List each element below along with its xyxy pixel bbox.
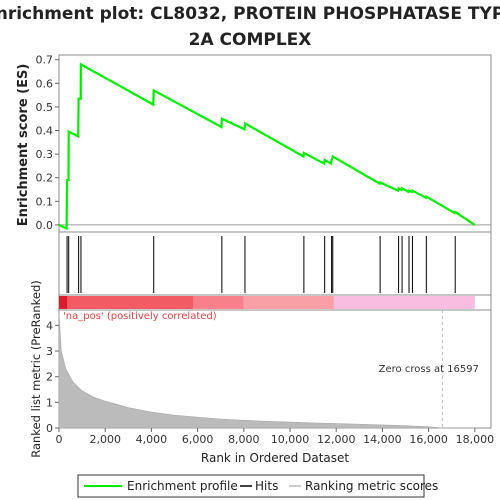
heatmap-bar — [59, 296, 475, 309]
legend-es-label: Enrichment profile — [127, 479, 238, 493]
positive-correlation-label: 'na_pos' (positively correlated) — [63, 311, 217, 322]
es-axis-label: Enrichment score (ES) — [16, 64, 31, 227]
es-panel: 0.0 0.1 0.2 0.3 0.4 0.5 0.6 0.7 — [36, 54, 491, 232]
zero-cross-label: Zero cross at 16597 — [379, 364, 479, 375]
x-tick-label: 0 — [56, 433, 63, 446]
x-tick-label: 6,000 — [182, 433, 214, 446]
metric-axis-label: Ranked list metric (PreRanked) — [29, 280, 43, 458]
metric-tick-label: 1 — [46, 396, 53, 409]
metric-tick-label: 4 — [46, 319, 53, 332]
es-tick-label: 0.4 — [36, 125, 54, 138]
x-axis: 0 2,000 4,000 6,000 8,000 10,000 12,000 14,000 1… — [56, 428, 495, 446]
heat-band — [333, 296, 475, 309]
legend: Enrichment profile Hits Ranking metric s… — [77, 474, 438, 498]
heat-band-top — [59, 296, 68, 309]
x-axis-label: Rank in Ordered Dataset — [201, 451, 349, 465]
es-tick-label: 0.1 — [36, 195, 54, 208]
x-tick-label: 16,000 — [409, 433, 448, 446]
es-tick-label: 0.3 — [36, 148, 54, 161]
heat-band — [59, 296, 193, 309]
x-tick-label: 12,000 — [317, 433, 356, 446]
x-tick-label: 2,000 — [89, 433, 121, 446]
es-tick-label: 0.6 — [36, 77, 54, 90]
es-tick-label: 0.0 — [36, 219, 54, 232]
legend-metric-label: Ranking metric scores — [305, 479, 438, 493]
es-tick-label: 0.2 — [36, 172, 54, 185]
metric-panel: 0 1 2 3 4 — [46, 310, 475, 435]
plot-frame — [58, 54, 492, 429]
es-tick-label: 0.7 — [36, 54, 54, 67]
legend-hits-label: Hits — [255, 479, 278, 493]
heat-band — [243, 296, 334, 309]
metric-area — [58, 312, 475, 429]
es-profile-line — [58, 62, 476, 231]
x-tick-label: 18,000 — [456, 433, 495, 446]
x-tick-label: 8,000 — [228, 433, 260, 446]
x-tick-label: 4,000 — [136, 433, 168, 446]
x-tick-label: 14,000 — [363, 433, 402, 446]
x-tick-label: 10,000 — [271, 433, 310, 446]
metric-tick-label: 2 — [46, 371, 53, 384]
metric-tick-label: 3 — [46, 345, 53, 358]
es-tick-label: 0.5 — [36, 101, 54, 114]
chart-title-line1: Enrichment plot: CL8032, PROTEIN PHOSPHA… — [0, 4, 500, 24]
metric-tick-label: 0 — [46, 422, 53, 435]
heat-band — [192, 296, 244, 309]
chart-title-line2: 2A COMPLEX — [189, 30, 312, 50]
hits-panel — [66, 236, 456, 293]
